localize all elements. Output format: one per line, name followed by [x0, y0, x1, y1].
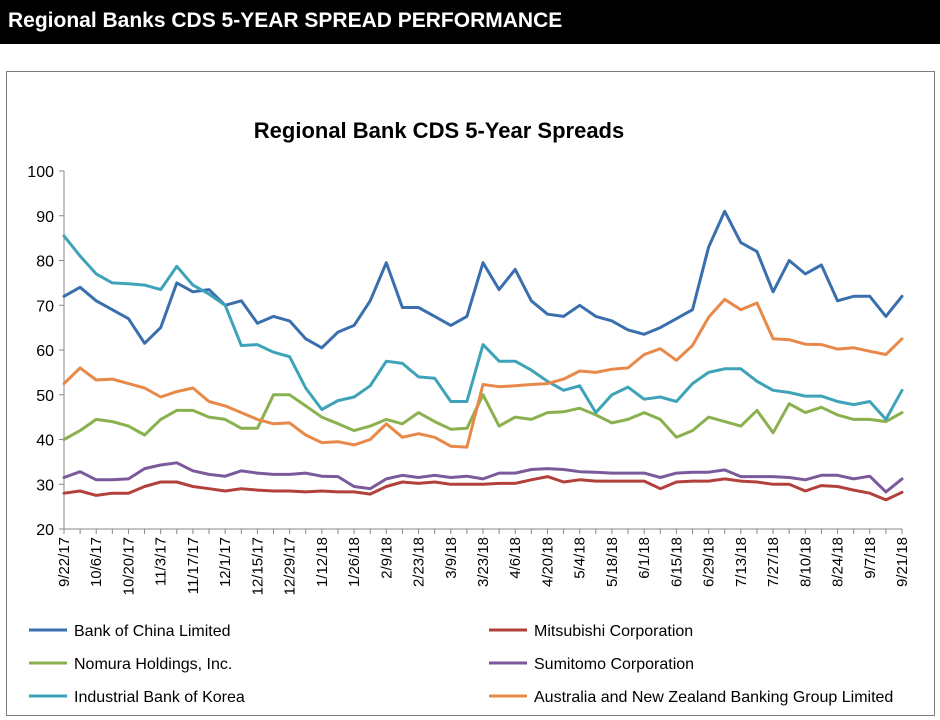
x-tick-label: 6/1/18 — [636, 537, 653, 579]
x-tick-label: 9/22/17 — [56, 537, 73, 587]
header-bar: Regional Banks CDS 5-YEAR SPREAD PERFORM… — [0, 0, 940, 44]
y-tick-label: 20 — [36, 522, 54, 539]
series-line-sumitomo-corporation — [62, 461, 904, 494]
legend-item: Industrial Bank of Korea — [29, 689, 245, 706]
x-tick-label: 10/6/17 — [88, 537, 105, 587]
legend-item: Australia and New Zealand Banking Group … — [489, 689, 893, 706]
y-tick-label: 70 — [36, 298, 54, 315]
legend-label: Mitsubishi Corporation — [534, 623, 693, 640]
legend-label: Sumitomo Corporation — [534, 656, 694, 673]
chart-axes: 20 30 40 50 60 70 80 90 100 9/22/17 10/6/17 10/20/1… — [27, 164, 911, 595]
x-tick-label: 11/17/17 — [185, 537, 202, 594]
line-chart: Regional Bank CDS 5-Year Spreads 20 30 40 5… — [27, 118, 911, 706]
legend-item: Sumitomo Corporation — [489, 656, 694, 673]
y-tick-label: 50 — [36, 388, 54, 405]
legend-label: Australia and New Zealand Banking Group … — [534, 689, 893, 706]
x-tick-label: 12/15/17 — [249, 537, 266, 595]
x-tick-label: 5/4/18 — [572, 537, 589, 579]
x-tick-label: 7/13/18 — [733, 537, 750, 587]
series-layer — [62, 209, 904, 502]
legend-item: Bank of China Limited — [29, 623, 231, 640]
x-tick-label: 1/12/18 — [314, 537, 331, 587]
x-tick-label: 4/6/18 — [507, 537, 524, 579]
y-tick-label: 40 — [36, 433, 54, 450]
chart-legend: Bank of China Limited Mitsubishi Corporat… — [29, 623, 893, 706]
legend-label: Industrial Bank of Korea — [74, 689, 245, 706]
series-line-nomura-holdings-inc — [62, 393, 904, 441]
x-tick-label: 3/9/18 — [443, 537, 460, 579]
legend-item: Mitsubishi Corporation — [489, 623, 693, 640]
legend-label: Bank of China Limited — [74, 623, 231, 640]
x-tick-label: 12/1/17 — [217, 537, 234, 587]
x-tick-label: 9/21/18 — [894, 537, 911, 587]
legend-item: Nomura Holdings, Inc. — [29, 656, 232, 673]
x-tick-label: 7/27/18 — [765, 537, 782, 587]
y-tick-label: 60 — [36, 343, 54, 360]
legend-label: Nomura Holdings, Inc. — [74, 656, 232, 673]
x-tick-label: 4/20/18 — [539, 537, 556, 587]
series-line-australia-and-new-zealand-banking-group-limited — [62, 297, 904, 449]
x-tick-label: 3/23/18 — [475, 537, 492, 587]
y-tick-label: 90 — [36, 209, 54, 226]
page-header-title: Regional Banks CDS 5-YEAR SPREAD PERFORM… — [8, 9, 563, 32]
x-tick-label: 1/26/18 — [346, 537, 363, 587]
x-tick-label: 6/29/18 — [701, 537, 718, 587]
x-tick-label: 2/9/18 — [378, 537, 395, 579]
y-tick-label: 100 — [27, 164, 54, 181]
x-tick-label: 8/10/18 — [797, 537, 814, 587]
x-tick-label: 6/15/18 — [668, 537, 685, 587]
y-tick-label: 80 — [36, 254, 54, 271]
series-line-mitsubishi-corporation — [62, 475, 904, 502]
y-tick-label: 30 — [36, 477, 54, 494]
x-tick-label: 2/23/18 — [411, 537, 428, 587]
series-line-industrial-bank-of-korea — [62, 234, 904, 421]
x-tick-label: 10/20/17 — [120, 537, 137, 595]
x-tick-label: 12/29/17 — [282, 537, 299, 595]
chart-frame: Regional Bank CDS 5-Year Spreads 20 30 40 5… — [6, 71, 935, 716]
x-tick-label: 11/3/17 — [153, 537, 170, 586]
x-tick-label: 9/7/18 — [862, 537, 879, 579]
chart-title: Regional Bank CDS 5-Year Spreads — [254, 118, 624, 143]
x-tick-label: 5/18/18 — [604, 537, 621, 587]
x-tick-label: 8/24/18 — [830, 537, 847, 587]
